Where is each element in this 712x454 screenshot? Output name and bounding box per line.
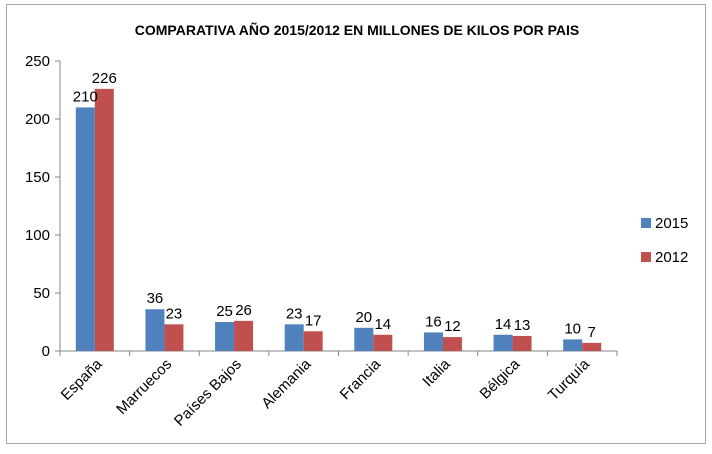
data-label-2015: 210 [73, 88, 98, 105]
bar-2012 [164, 324, 184, 351]
x-tick-label: Países Bajos [171, 356, 245, 430]
data-label-2012: 23 [166, 305, 183, 322]
x-tick-label: Francia [337, 355, 385, 403]
data-label-2012: 7 [588, 324, 596, 341]
data-label-2012: 26 [235, 302, 252, 319]
data-label-2015: 23 [286, 305, 303, 322]
chart-legend: 2015 2012 [641, 215, 688, 266]
chart-frame: COMPARATIVA AÑO 2015/2012 EN MILLONES DE… [6, 4, 706, 444]
chart-title: COMPARATIVA AÑO 2015/2012 EN MILLONES DE… [135, 21, 579, 38]
bar-2012 [234, 320, 254, 351]
x-tick-label: Turquía [545, 355, 594, 404]
data-label-2015: 25 [216, 303, 233, 320]
legend-label-2012: 2012 [655, 249, 688, 266]
bar-2015 [423, 332, 443, 351]
bar-2012 [582, 342, 602, 351]
chart-axes: 0 50 100 150 200 250 [25, 53, 618, 360]
x-tick-label: Marruecos [113, 356, 175, 418]
bar-2015 [284, 324, 304, 351]
y-tick-label: 0 [42, 343, 50, 360]
bar-2012 [303, 331, 323, 351]
y-tick-label: 50 [33, 285, 50, 302]
y-tick-label: 150 [25, 169, 50, 186]
y-tick-label: 250 [25, 53, 50, 70]
bar-2015 [493, 334, 513, 351]
bar-2012 [373, 334, 393, 351]
data-label-2012: 226 [92, 70, 117, 87]
data-label-2012: 14 [374, 316, 391, 333]
legend-label-2015: 2015 [655, 215, 688, 232]
bar-2015 [145, 309, 165, 351]
bar-2012 [94, 88, 114, 351]
data-label-2012: 13 [514, 317, 531, 334]
bar-chart: COMPARATIVA AÑO 2015/2012 EN MILLONES DE… [25, 21, 688, 430]
legend-swatch-2015 [641, 218, 651, 228]
data-label-2015: 36 [147, 290, 164, 307]
bar-2015 [75, 107, 95, 352]
data-label-2012: 12 [444, 318, 461, 335]
data-label-2015: 20 [355, 309, 372, 326]
data-label-2012: 17 [305, 312, 322, 329]
bar-2012 [442, 337, 462, 351]
bar-2015 [215, 322, 235, 351]
x-tick-label: Alemania [258, 355, 315, 412]
x-tick-label: España [58, 355, 106, 403]
bar-2015 [354, 327, 374, 351]
y-tick-label: 200 [25, 111, 50, 128]
y-tick-label: 100 [25, 227, 50, 244]
bar-2012 [512, 335, 532, 351]
chart-bars [75, 88, 602, 352]
data-label-2015: 14 [495, 316, 512, 333]
data-label-2015: 10 [564, 320, 581, 337]
legend-swatch-2012 [641, 252, 651, 262]
data-label-2015: 16 [425, 313, 442, 330]
bar-2015 [563, 339, 583, 351]
x-tick-label: Bélgica [477, 355, 524, 402]
x-tick-label: Italia [419, 355, 454, 390]
